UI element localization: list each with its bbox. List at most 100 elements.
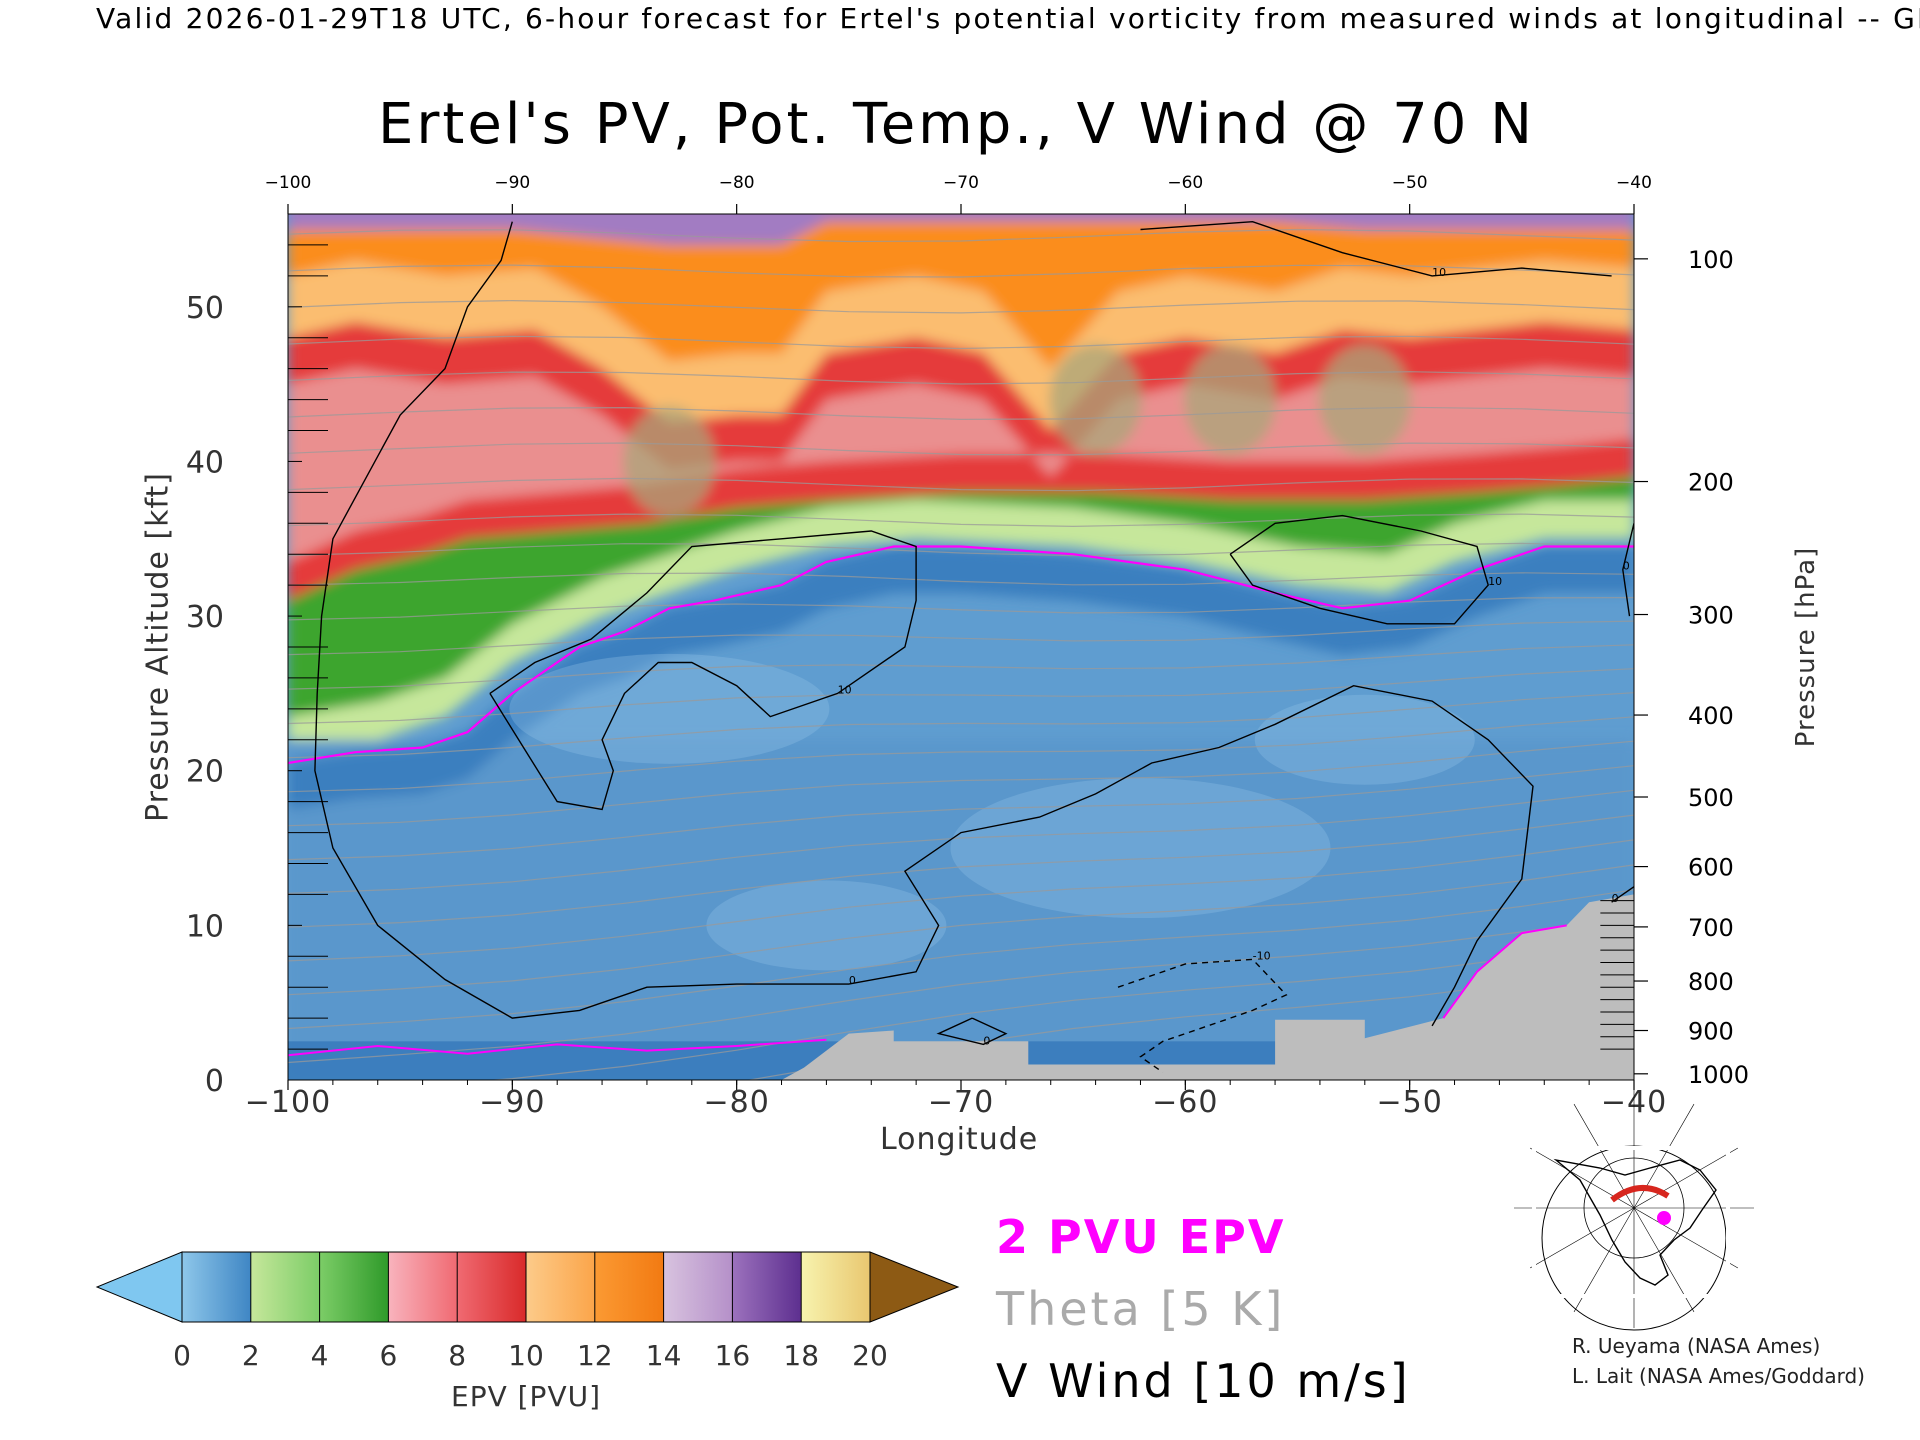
colorbar-segment — [388, 1252, 458, 1322]
x-tick-label: −40 — [1601, 1085, 1667, 1120]
credit-1: R. Ueyama (NASA Ames) — [1572, 1334, 1821, 1358]
v-wind-contour — [489, 530, 917, 811]
epv-colorbar: 0 2 4 6 8 10 12 14 16 18 20 — [95, 1251, 960, 1372]
x-tick-label: −50 — [1377, 1085, 1443, 1120]
colorbar-high-arrow — [869, 1251, 960, 1323]
colorbar-tick-label: 4 — [311, 1339, 329, 1372]
band-olive-patch — [1318, 344, 1411, 455]
light-blue-region — [509, 653, 830, 764]
colorbar-tick-label: 6 — [379, 1339, 397, 1372]
v-wind-contour — [936, 1017, 1008, 1046]
x-axis-label: Longitude — [880, 1122, 1039, 1157]
x-tick-label: −70 — [928, 1085, 994, 1120]
light-blue-region — [950, 778, 1331, 919]
y-axis-label-right: Pressure [hPa] — [1791, 546, 1821, 748]
theta-contour — [288, 692, 1634, 759]
band-10pvu — [288, 322, 1634, 601]
colorbar-segment — [526, 1252, 595, 1322]
theta-contour — [288, 864, 1634, 996]
x-tick-label-top: −50 — [1392, 173, 1428, 193]
two-pvu-line-terrain — [1442, 924, 1567, 1019]
v-wind-contour-label: 10 — [838, 683, 852, 696]
theta-contour — [288, 477, 1634, 492]
v-wind-contour — [314, 221, 1534, 1027]
theta-contour — [288, 839, 1634, 962]
legend-2pvu: 2 PVU EPV — [996, 1210, 1286, 1264]
y-tick-label: 50 — [186, 291, 224, 326]
theta-contour — [288, 264, 1634, 278]
theta-contour — [288, 371, 1634, 385]
map-meridian — [1633, 1147, 1739, 1209]
colorbar-segment — [801, 1252, 870, 1322]
chart-title: Ertel's PV, Pot. Temp., V Wind @ 70 N — [378, 92, 1536, 157]
map-location-marker — [1657, 1211, 1671, 1225]
band-12pvu — [288, 221, 1634, 369]
x-tick-label: −60 — [1152, 1085, 1218, 1120]
colorbar-segment — [250, 1252, 320, 1322]
v-wind-contour-label: 0 — [849, 974, 856, 987]
location-map-inset — [1514, 1088, 1754, 1331]
v-wind-contour-label: 0 — [983, 1034, 990, 1047]
header-text: Valid 2026-01-29T18 UTC, 6-hour forecast… — [96, 2, 1920, 35]
band-olive-patch — [1049, 344, 1142, 455]
y-tick-label: 20 — [186, 755, 224, 790]
band-olive-patch — [623, 406, 716, 517]
credit-2: L. Lait (NASA Ames/Goddard) — [1572, 1364, 1865, 1388]
band-11pvu — [288, 260, 1634, 431]
theta-contour — [288, 158, 1634, 170]
map-cross-section-path — [1610, 1184, 1670, 1203]
pressure-tick-label: 1000 — [1688, 1061, 1749, 1089]
x-tick-label-top: −100 — [265, 173, 312, 193]
theta-contour — [288, 513, 1634, 528]
light-blue-region — [706, 880, 947, 971]
theta-contour — [288, 299, 1634, 314]
terrain-mask — [288, 894, 1634, 1080]
band-3pvu — [288, 500, 1634, 756]
legend-v-wind: V Wind [10 m/s] — [996, 1354, 1411, 1408]
theta-contour — [487, 939, 1634, 1080]
colorbar-tick-label: 0 — [173, 1339, 191, 1372]
theta-contour — [288, 406, 1634, 421]
v-wind-contour — [1622, 523, 1634, 617]
colorbar-frame — [181, 1251, 871, 1323]
theta-contour — [288, 740, 1634, 827]
colorbar-tick-label: 8 — [448, 1339, 466, 1372]
theta-contour — [288, 228, 1634, 243]
band-16pvu — [288, 214, 1634, 245]
theta-contour — [288, 335, 1634, 350]
theta-contour — [288, 668, 1634, 725]
map-coastline — [1553, 1158, 1717, 1286]
colorbar-tick-label: 16 — [715, 1339, 751, 1372]
pressure-tick-label: 900 — [1688, 1018, 1734, 1046]
colorbar-tick-label: 18 — [783, 1339, 819, 1372]
tropopause-deep-blue — [288, 546, 1634, 810]
pressure-tick-label: 200 — [1688, 469, 1734, 497]
theta-contour — [288, 765, 1634, 861]
theta-contour — [288, 442, 1634, 456]
two-pvu-line-surface — [288, 1038, 827, 1057]
theta-contour — [288, 914, 1634, 1064]
theta-contour — [288, 644, 1634, 690]
v-wind-contour — [1140, 220, 1612, 277]
v-wind-contours: 0 10 10 10 0 0 0 -10 — [314, 220, 1634, 1073]
colorbar-low-arrow — [95, 1251, 183, 1323]
map-mask — [1532, 1146, 1730, 1298]
theta-contour — [288, 789, 1634, 894]
pressure-tick-label: 500 — [1688, 784, 1734, 812]
colorbar-segment — [182, 1252, 251, 1322]
colorbar-segment — [663, 1252, 733, 1322]
theta-contour — [288, 814, 1634, 928]
band-8pvu — [288, 368, 1634, 562]
y-tick-label: 30 — [186, 600, 224, 635]
theta-contour — [288, 716, 1634, 793]
x-tick-label-top: −80 — [719, 173, 755, 193]
v-wind-contour-label: 10 — [1488, 575, 1502, 588]
plot-area: 0 10 10 10 0 0 0 -10 — [288, 158, 1634, 1080]
colorbar-tick-label: 20 — [852, 1339, 888, 1372]
y-tick-label: 10 — [186, 909, 224, 944]
colorbar-tick-label: 12 — [577, 1339, 613, 1372]
v-wind-contour — [1611, 886, 1634, 903]
colorbar-segment — [594, 1252, 664, 1322]
x-tick-label: −100 — [245, 1085, 331, 1120]
